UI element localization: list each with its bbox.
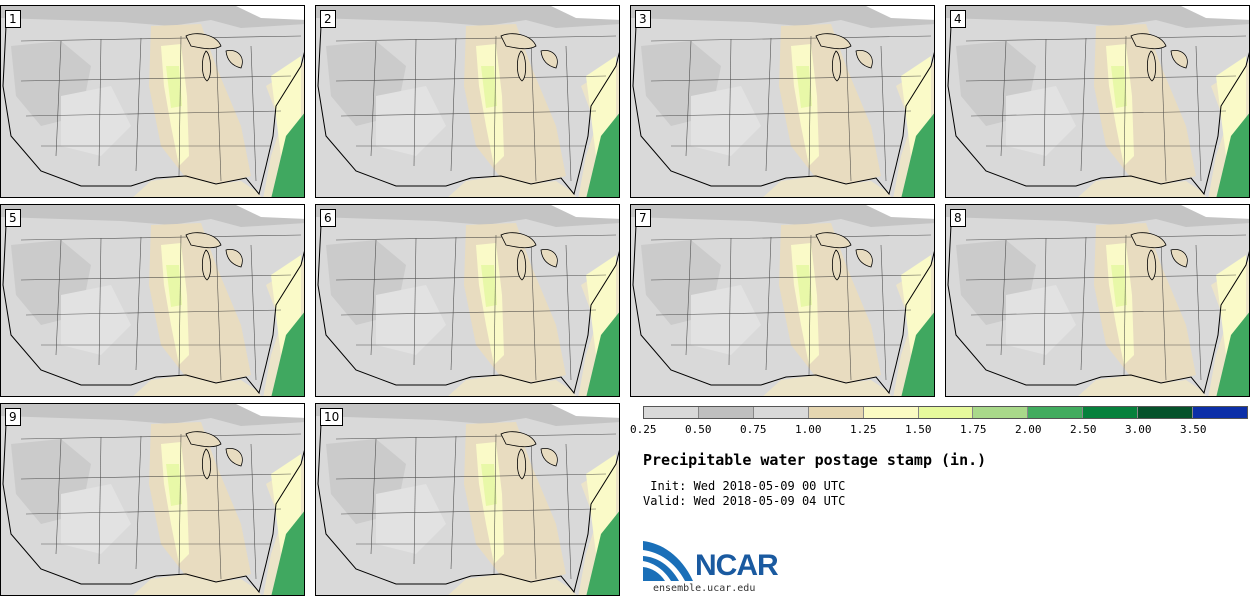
us-map [1,404,304,595]
us-map [631,6,934,197]
map-panel[interactable]: 10 [315,403,620,596]
panel-number: 5 [5,209,21,227]
us-map [1,205,304,396]
logo-text: NCAR [695,549,779,582]
panel-number: 1 [5,10,21,28]
panel-number: 7 [635,209,651,227]
site-url[interactable]: ensemble.ucar.edu [653,583,756,594]
colorbar-tick-label: 2.50 [1070,423,1097,436]
map-panel[interactable]: 6 [315,204,620,397]
map-panel[interactable]: 5 [0,204,305,397]
colorbar-swatch [918,407,974,418]
colorbar-ticks: 0.25 0.50 0.75 1.00 1.25 1.50 1.75 2.00 2.50 3.00… [630,423,1250,439]
colorbar-tick-label: 1.50 [905,423,932,436]
us-map [946,205,1249,396]
colorbar-swatch [644,407,699,418]
map-panel[interactable]: 1 [0,5,305,198]
colorbar-swatch [1028,407,1084,418]
colorbar-swatch [973,407,1029,418]
colorbar-tick-label: 0.75 [740,423,767,436]
panel-number: 9 [5,408,21,426]
init-time: Init: Wed 2018-05-09 00 UTC [643,479,846,493]
colorbar [643,406,1248,419]
colorbar-tick-label: 1.00 [795,423,822,436]
colorbar-swatch [1083,407,1139,418]
colorbar-tick-label: 2.00 [1015,423,1042,436]
ncar-logo: NCAR [643,541,793,583]
map-panel[interactable]: 3 [630,5,935,198]
colorbar-tick-label: 1.75 [960,423,987,436]
colorbar-tick-label: 0.50 [685,423,712,436]
panel-number: 8 [950,209,966,227]
map-panel[interactable]: 2 [315,5,620,198]
panel-number: 2 [320,10,336,28]
panel-number: 6 [320,209,336,227]
panel-number: 10 [320,408,344,426]
colorbar-tick-label: 3.00 [1125,423,1152,436]
valid-time: Valid: Wed 2018-05-09 04 UTC [643,494,846,508]
colorbar-swatch [698,407,754,418]
map-panel[interactable]: 9 [0,403,305,596]
colorbar-swatch [863,407,919,418]
colorbar-tick-label: 1.25 [850,423,877,436]
us-map [316,404,619,595]
us-map [631,205,934,396]
colorbar-swatch [1193,407,1247,418]
us-map [316,6,619,197]
colorbar-tick-label: 3.50 [1180,423,1207,436]
panel-number: 3 [635,10,651,28]
map-panel[interactable]: 8 [945,204,1250,397]
plot-title: Precipitable water postage stamp (in.) [643,451,987,469]
colorbar-swatch [1138,407,1194,418]
colorbar-tick-label: 0.25 [630,423,657,436]
map-panel[interactable]: 4 [945,5,1250,198]
us-map [316,205,619,396]
ncar-swoosh-icon [643,541,693,581]
panel-number: 4 [950,10,966,28]
colorbar-swatch [753,407,809,418]
us-map [946,6,1249,197]
map-panel[interactable]: 7 [630,204,935,397]
colorbar-swatch [808,407,864,418]
us-map [1,6,304,197]
